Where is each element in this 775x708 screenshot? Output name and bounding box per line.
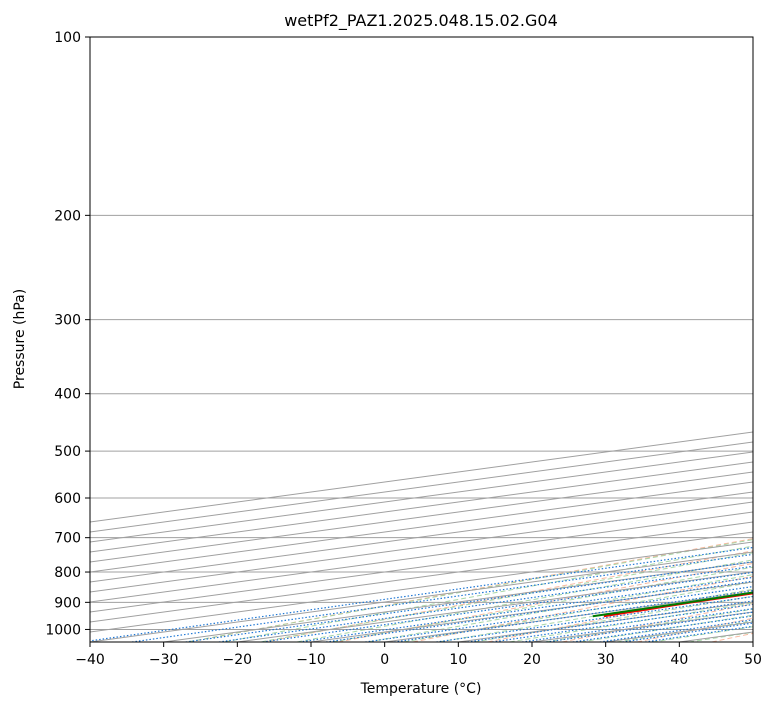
mixing-ratio-line	[546, 611, 753, 642]
y-tick-label: 600	[54, 491, 81, 507]
x-tick-label: −30	[149, 652, 179, 668]
dry-adiabat	[338, 562, 753, 642]
plot-area	[90, 37, 753, 642]
moist-adiabat	[329, 566, 753, 642]
moist-adiabat	[470, 595, 753, 642]
plot-frame	[89, 36, 754, 643]
isotherm	[90, 541, 753, 633]
moist-adiabat	[685, 631, 753, 642]
dry-adiabat	[487, 589, 753, 642]
y-tick-label: 700	[54, 531, 81, 547]
y-tick-label: 900	[54, 595, 81, 611]
x-tick-label: −40	[75, 652, 105, 668]
isotherm	[752, 641, 753, 642]
x-tick-label: 50	[744, 652, 762, 668]
isotherm	[90, 501, 753, 593]
isotherm	[605, 621, 753, 642]
x-axis-label: Temperature (°C)	[360, 681, 482, 697]
dry-adiabat	[263, 550, 753, 642]
isotherm	[90, 491, 753, 583]
y-axis-label: Pressure (hPa)	[12, 289, 28, 389]
isotherm	[384, 591, 753, 642]
axis-ticks: −40 −30 −20 −10 0 10 20 30 40 50 100 200 300 400 500 60…	[45, 30, 762, 668]
isotherm	[531, 611, 753, 642]
mixing-ratio-line	[90, 546, 753, 642]
x-tick-label: 10	[449, 652, 467, 668]
isotherm	[90, 521, 753, 613]
mixing-ratio-line	[365, 585, 753, 642]
moist-adiabat	[506, 602, 753, 642]
dry-adiabat	[711, 632, 753, 642]
x-tick-label: −10	[296, 652, 326, 668]
moist-adiabat	[649, 626, 753, 642]
isotherm	[90, 511, 753, 603]
moist-adiabat	[184, 539, 753, 642]
y-tick-label: 200	[54, 208, 81, 224]
isotherm	[90, 481, 753, 573]
isotherm	[90, 471, 753, 563]
mixing-ratio-line	[131, 553, 753, 642]
mixing-ratio-line	[394, 590, 753, 642]
moist-adiabat	[364, 574, 753, 642]
y-tick-label: 300	[54, 313, 81, 329]
dry-adiabat	[412, 575, 753, 642]
moist-adiabat	[400, 581, 753, 642]
isotherm	[90, 551, 753, 642]
x-tick-label: 30	[597, 652, 615, 668]
x-tick-label: 40	[670, 652, 688, 668]
y-tick-label: 1000	[45, 622, 81, 638]
moist-adiabat	[541, 608, 753, 642]
y-tick-label: 100	[54, 30, 81, 46]
y-tick-label: 800	[54, 565, 81, 581]
chart-title: wetPf2_PAZ1.2025.048.15.02.G04	[284, 11, 558, 31]
isotherm	[310, 581, 753, 642]
isotherm	[90, 531, 753, 623]
profile-line	[603, 592, 753, 618]
moist-adiabat	[221, 545, 753, 642]
x-tick-label: 20	[523, 652, 541, 668]
dry-adiabat	[636, 617, 753, 642]
moist-adiabat	[257, 552, 753, 642]
dry-adiabat	[562, 603, 753, 642]
isotherm	[90, 461, 753, 553]
y-tick-label: 500	[54, 444, 81, 460]
isotherm	[90, 451, 753, 543]
x-tick-label: −20	[223, 652, 253, 668]
mixing-ratio-line	[325, 580, 753, 642]
y-tick-label: 400	[54, 387, 81, 403]
x-tick-label: 0	[380, 652, 389, 668]
profile-line	[592, 591, 753, 618]
